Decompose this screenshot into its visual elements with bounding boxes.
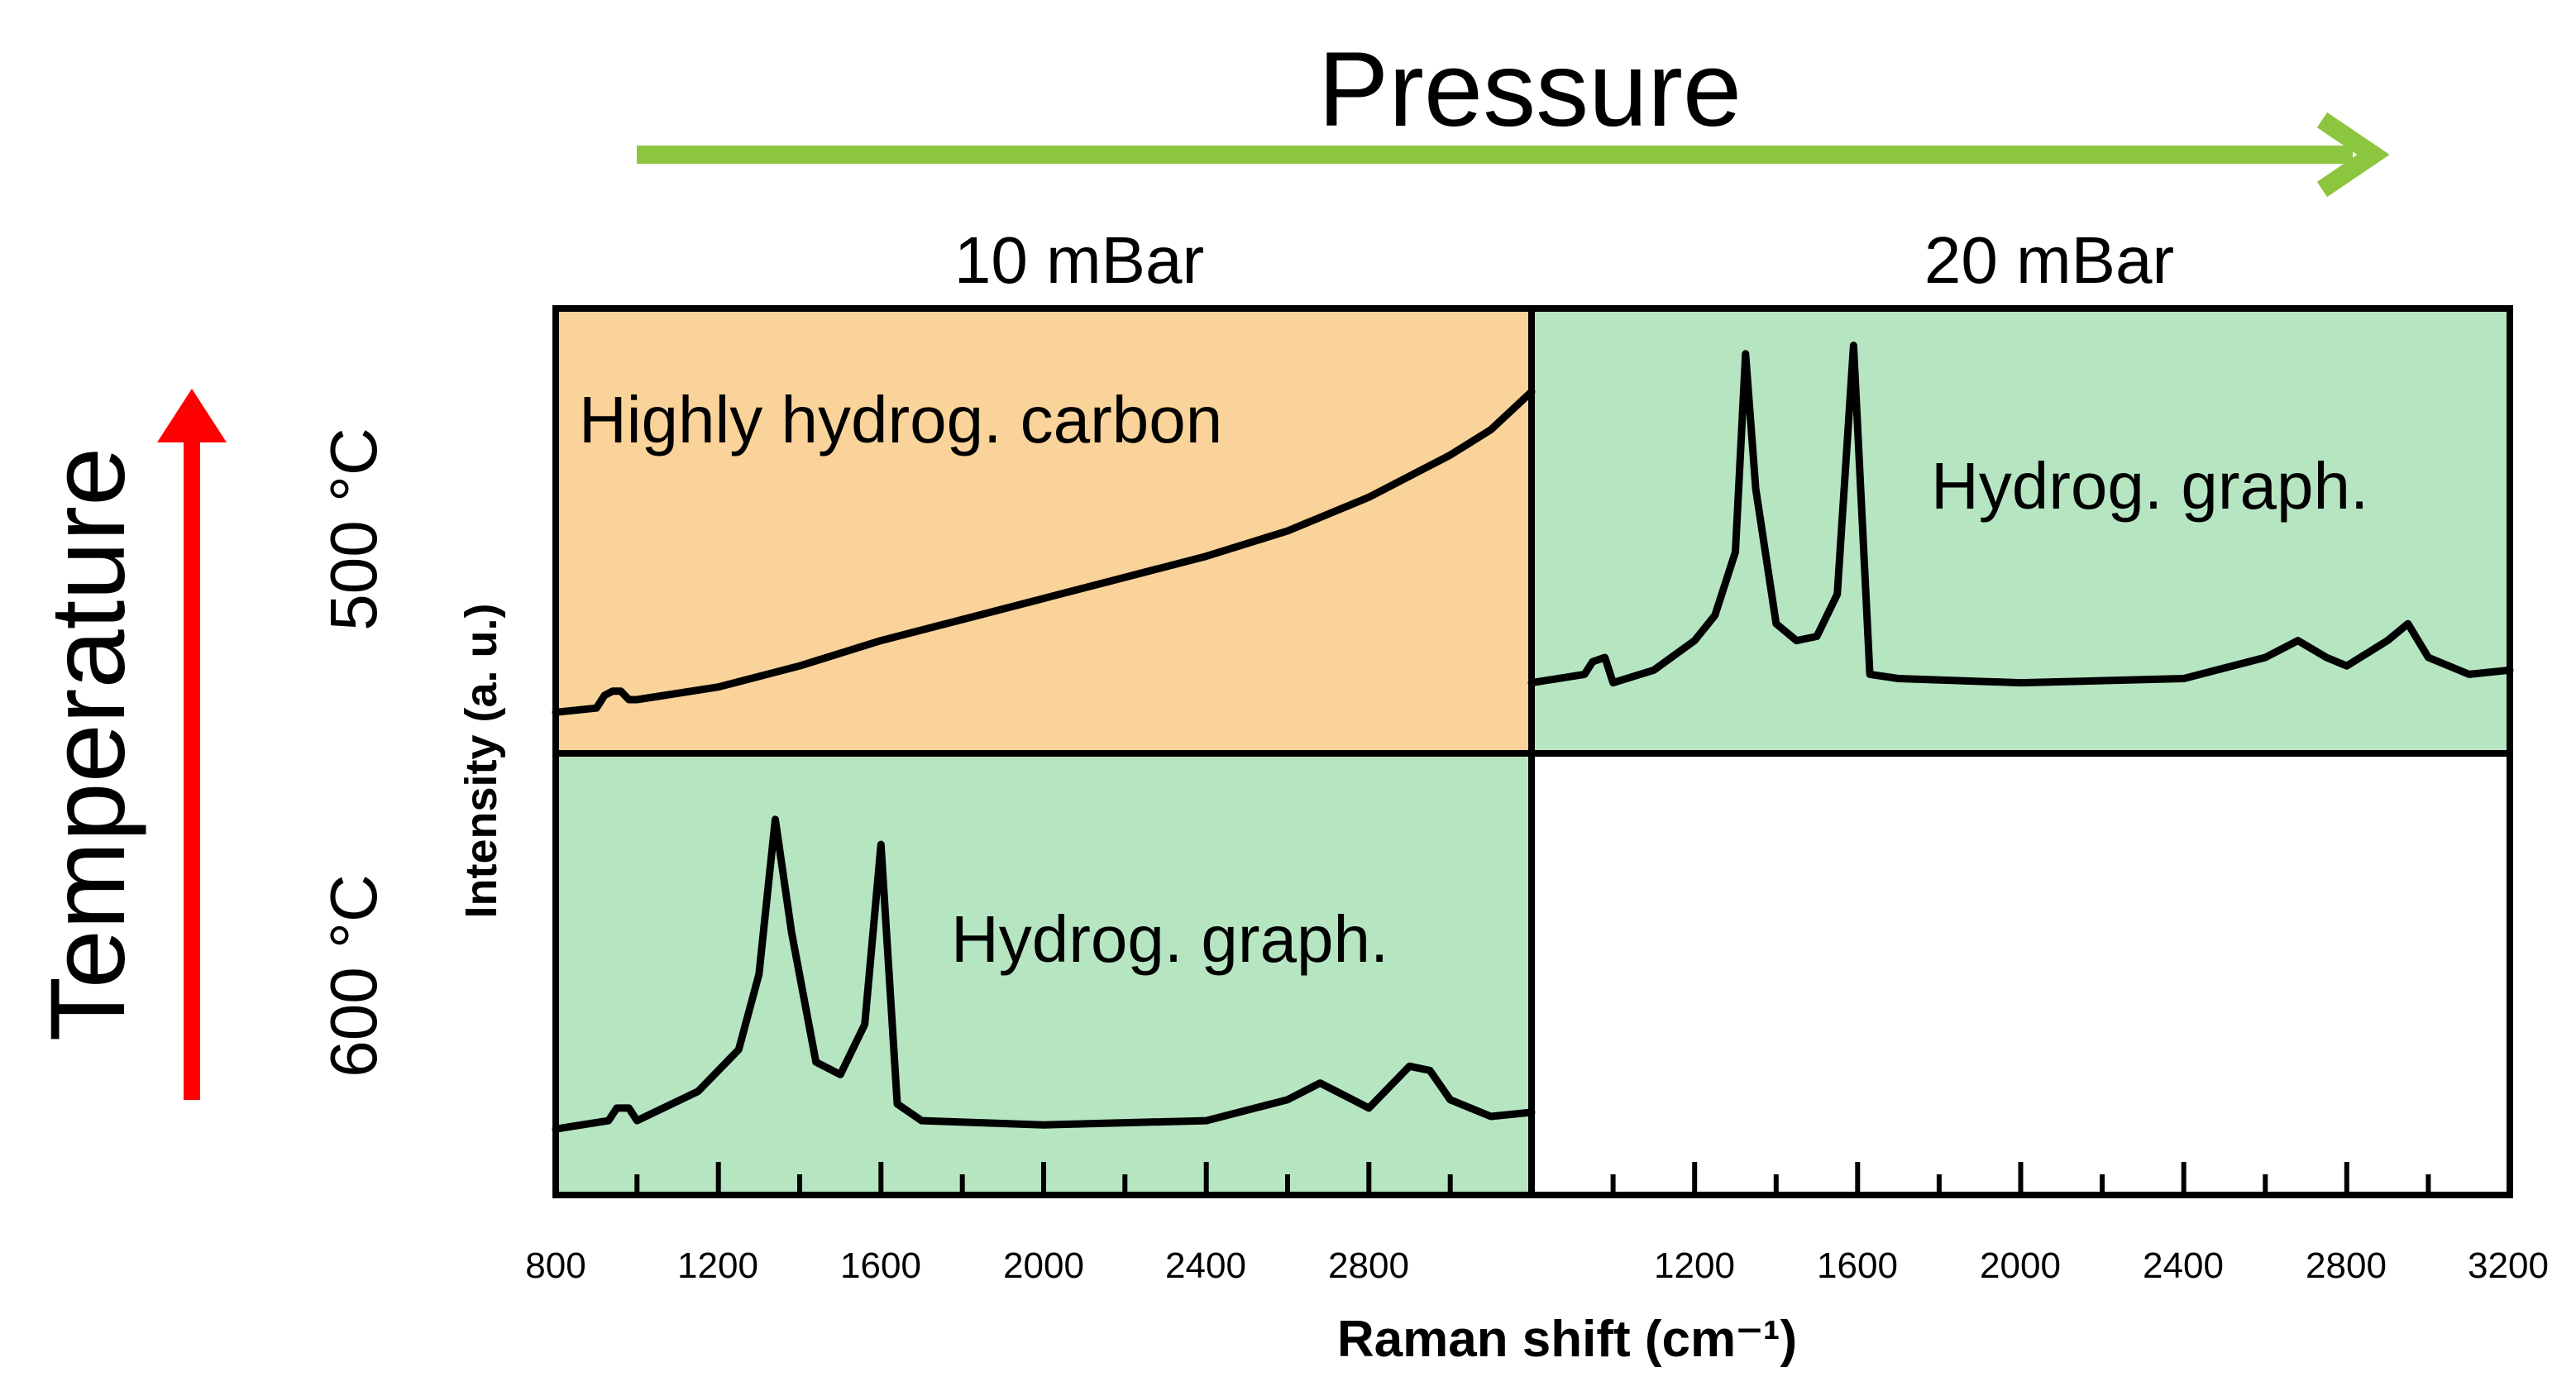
tick-label-right-2400: 2400 [2143,1245,2224,1286]
panel-label-hydrog-graph-20mbar: Hydrog. graph. [1931,449,2368,523]
column-label-10-mbar: 10 mBar [954,223,1204,297]
panel-background-600c-20mbar-empty [1532,753,2510,1195]
tick-label-left-800: 800 [525,1245,585,1286]
pressure-arrow [637,112,2390,198]
temperature-title: Temperature [29,447,147,1042]
tick-label-left-2800: 2800 [1328,1245,1409,1286]
y-axis-label: Intensity (a. u.) [456,603,506,918]
x-axis-label: Raman shift (cm⁻¹) [1337,1311,1797,1368]
spectrum-500c-10mbar [552,388,1536,716]
pressure-title: Pressure [1318,31,1742,149]
tick-label-right-2000: 2000 [1980,1245,2061,1286]
temperature-arrow [157,389,227,1100]
tick-label-right-1600: 1600 [1817,1245,1898,1286]
spectrum-600c-10mbar [552,815,1536,1133]
panel-background-500c-10mbar [556,308,1532,753]
panel-label-hydrog-graph-10mbar: Hydrog. graph. [951,902,1388,976]
spectrum-500c-20mbar [1527,342,2514,687]
panel-background-500c-20mbar [1532,308,2510,753]
column-label-20-mbar: 20 mBar [1924,223,2174,297]
row-label-600-c: 600 °C [317,874,390,1077]
panel-label-highly-hydrog-carbon: Highly hydrog. carbon [579,383,1222,456]
tick-label-right-3200: 3200 [2468,1245,2549,1286]
row-label-500-c: 500 °C [317,428,390,630]
tick-label-left-1600: 1600 [840,1245,921,1286]
tick-label-left-2000: 2000 [1003,1245,1084,1286]
tick-label-left-2400: 2400 [1165,1245,1246,1286]
tick-label-right-1200: 1200 [1654,1245,1735,1286]
x-axis-ticks [634,1162,2431,1195]
panel-frame [552,305,2513,1198]
tick-label-left-1200: 1200 [677,1245,758,1286]
tick-label-right-2800: 2800 [2306,1245,2387,1286]
